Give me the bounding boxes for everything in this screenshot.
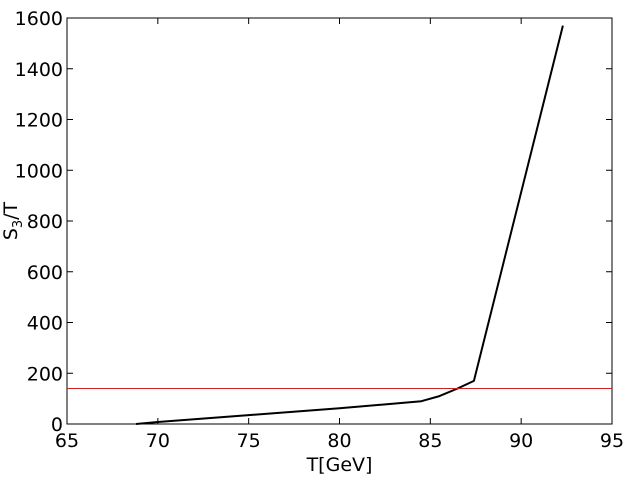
y-tick-label: 0 (51, 414, 63, 436)
x-tick-label: 85 (418, 430, 442, 452)
y-tick-label: 1600 (15, 8, 63, 30)
y-tick-label: 1000 (15, 160, 63, 182)
y-tick-label: 200 (27, 363, 63, 385)
x-tick-label: 95 (600, 430, 624, 452)
y-tick-label: 400 (27, 313, 63, 335)
y-tick-label: 600 (27, 262, 63, 284)
x-tick-label: 80 (327, 430, 351, 452)
y-axis-label-sub: 3 (11, 220, 26, 228)
plot-area (66, 17, 613, 425)
tick-labels: 65 70 75 80 85 90 95 0 200 400 600 800 1000 1200 1400 1… (15, 8, 624, 452)
y-tick-label: 1400 (15, 59, 63, 81)
y-axis-label-base: S (0, 228, 22, 240)
series-layer (67, 25, 612, 425)
ticks (66, 17, 613, 425)
series-line (135, 25, 564, 425)
y-axis-label: S3/T (0, 201, 26, 240)
x-tick-label: 75 (237, 430, 261, 452)
y-tick-label: 800 (27, 211, 63, 233)
x-tick-label: 65 (55, 430, 79, 452)
x-tick-label: 90 (509, 430, 533, 452)
y-tick-label: 1200 (15, 110, 63, 132)
x-tick-label: 70 (146, 430, 170, 452)
y-axis-label-rest: /T (0, 201, 22, 219)
x-axis-label: T[GeV] (306, 454, 373, 476)
